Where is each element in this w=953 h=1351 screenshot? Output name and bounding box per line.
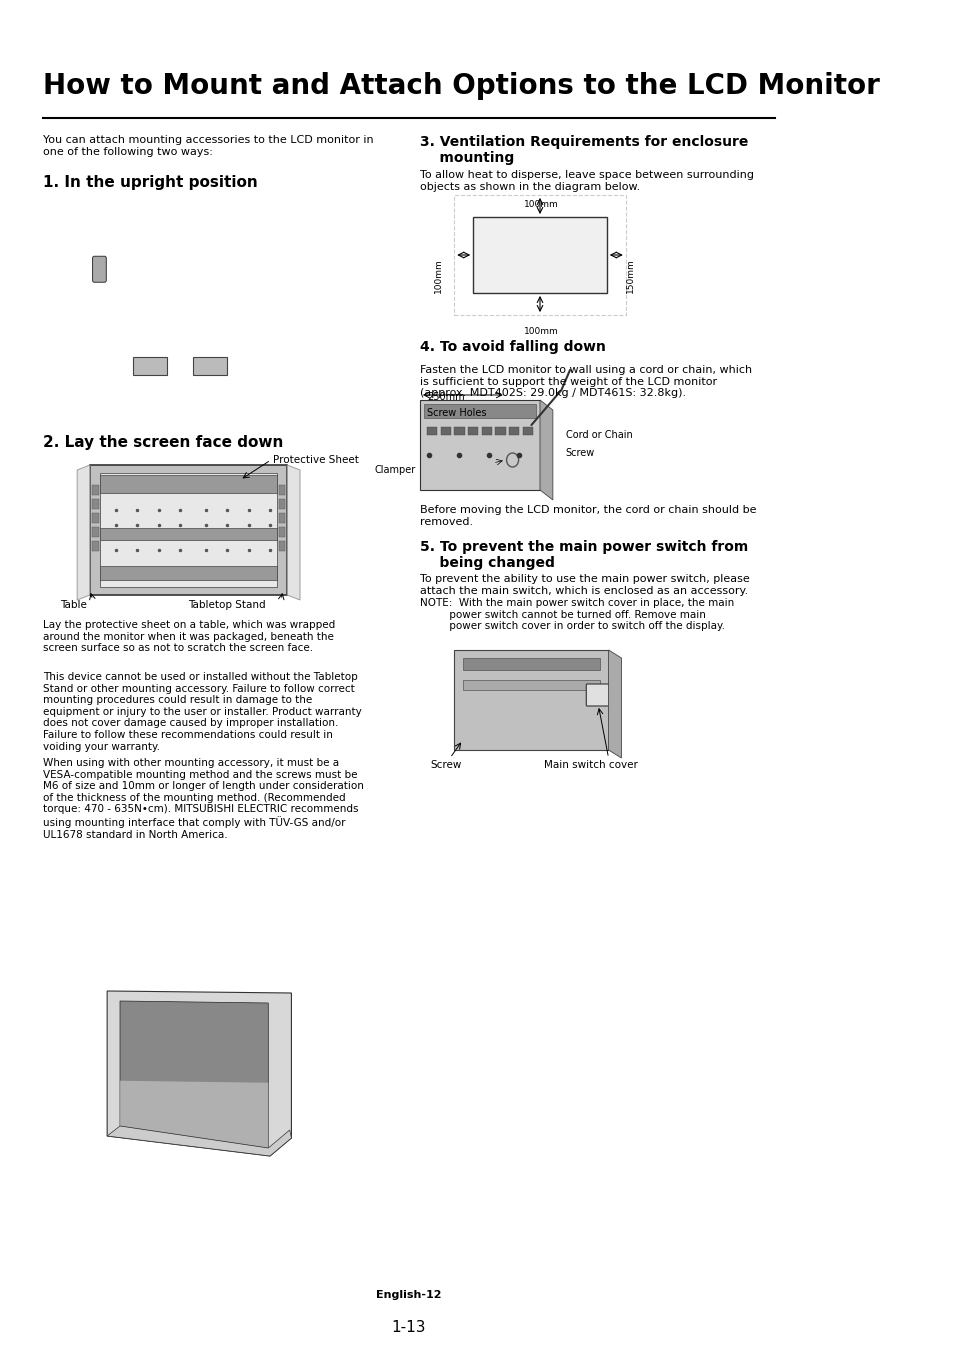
Bar [100, 528, 276, 540]
Polygon shape [107, 992, 291, 1156]
Polygon shape [287, 465, 299, 600]
Polygon shape [77, 465, 90, 600]
Bar [278, 540, 285, 551]
Bar [509, 427, 518, 435]
Text: Tabletop Stand: Tabletop Stand [188, 600, 266, 611]
Bar [495, 427, 505, 435]
Bar [278, 485, 285, 494]
Text: 2. Lay the screen face down: 2. Lay the screen face down [43, 435, 283, 450]
Bar [481, 427, 492, 435]
Bar [91, 540, 98, 551]
Text: Table: Table [60, 600, 87, 611]
Text: NOTE:  With the main power switch cover in place, the main
         power switch: NOTE: With the main power switch cover i… [419, 598, 734, 631]
Bar [91, 485, 98, 494]
Bar [454, 650, 608, 750]
Text: 100mm: 100mm [524, 327, 558, 336]
Bar [100, 566, 276, 580]
Text: 250mm: 250mm [426, 392, 464, 403]
Text: Screw Holes: Screw Holes [426, 408, 486, 417]
Bar [468, 427, 477, 435]
Text: To prevent the ability to use the main power switch, please
attach the main swit: To prevent the ability to use the main p… [419, 574, 749, 596]
Text: English-12: English-12 [375, 1290, 441, 1300]
Text: 1-13: 1-13 [391, 1320, 426, 1335]
Text: How to Mount and Attach Options to the LCD Monitor: How to Mount and Attach Options to the L… [43, 72, 879, 100]
Bar [278, 527, 285, 536]
Text: Main switch cover: Main switch cover [544, 761, 638, 770]
FancyBboxPatch shape [92, 257, 106, 282]
Bar [193, 357, 227, 376]
Text: Clamper: Clamper [375, 465, 416, 476]
Text: 5. To prevent the main power switch from
    being changed: 5. To prevent the main power switch from… [419, 540, 747, 570]
Bar [522, 427, 533, 435]
Text: 3. Ventilation Requirements for enclosure
    mounting: 3. Ventilation Requirements for enclosur… [419, 135, 747, 165]
Text: 1. In the upright position: 1. In the upright position [43, 176, 257, 190]
Text: Fasten the LCD monitor to wall using a cord or chain, which
is sufficient to sup: Fasten the LCD monitor to wall using a c… [419, 365, 751, 399]
Text: Before moving the LCD monitor, the cord or chain should be
removed.: Before moving the LCD monitor, the cord … [419, 505, 756, 527]
Bar [462, 680, 599, 690]
Text: Cord or Chain: Cord or Chain [565, 430, 632, 440]
Bar [419, 400, 539, 490]
Text: When using with other mounting accessory, it must be a
VESA-compatible mounting : When using with other mounting accessory… [43, 758, 363, 840]
Bar [473, 218, 606, 293]
Text: 4. To avoid falling down: 4. To avoid falling down [419, 340, 605, 354]
Text: Screw: Screw [430, 761, 461, 770]
Bar [91, 499, 98, 509]
Bar [91, 513, 98, 523]
Text: 100mm: 100mm [524, 200, 558, 209]
Bar [100, 473, 276, 586]
FancyBboxPatch shape [586, 684, 609, 707]
Text: Protective Sheet: Protective Sheet [273, 455, 358, 465]
Text: This device cannot be used or installed without the Tabletop
Stand or other moun: This device cannot be used or installed … [43, 671, 361, 751]
Polygon shape [107, 1125, 291, 1156]
Text: Screw: Screw [565, 449, 595, 458]
Bar [90, 465, 287, 594]
Bar [454, 195, 625, 315]
Bar [278, 499, 285, 509]
Bar [278, 513, 285, 523]
Bar [462, 658, 599, 670]
Polygon shape [539, 400, 553, 500]
Bar [440, 427, 451, 435]
Bar [100, 476, 276, 493]
Text: Lay the protective sheet on a table, which was wrapped
around the monitor when i: Lay the protective sheet on a table, whi… [43, 620, 335, 653]
Bar [426, 427, 436, 435]
Polygon shape [120, 1081, 268, 1148]
Polygon shape [608, 650, 620, 758]
Text: 100mm: 100mm [434, 258, 443, 293]
Text: 150mm: 150mm [625, 258, 634, 293]
Bar [91, 527, 98, 536]
Text: You can attach mounting accessories to the LCD monitor in
one of the following t: You can attach mounting accessories to t… [43, 135, 373, 157]
Polygon shape [120, 1001, 268, 1148]
Bar [454, 427, 464, 435]
Text: To allow heat to disperse, leave space between surrounding
objects as shown in t: To allow heat to disperse, leave space b… [419, 170, 753, 192]
Bar [424, 404, 536, 417]
Bar [132, 357, 167, 376]
